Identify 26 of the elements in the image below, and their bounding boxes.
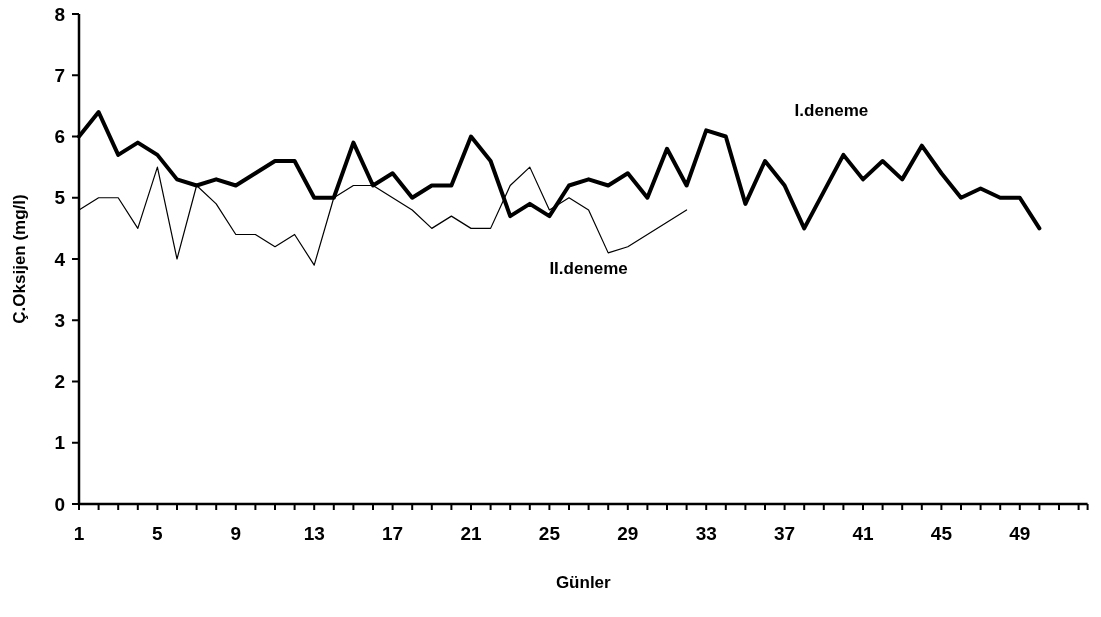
x-tick-label: 45	[930, 523, 953, 544]
y-tick-label: 8	[54, 3, 65, 25]
x-tick-label: 37	[774, 523, 796, 544]
y-tick-label: 6	[54, 126, 65, 148]
x-tick-label: 21	[460, 523, 482, 544]
y-tick-label: 1	[54, 432, 66, 454]
series-label: II.deneme	[549, 259, 628, 279]
text: I.deneme	[794, 101, 869, 121]
y-tick-label: 3	[54, 309, 65, 331]
y-tick-label: 5	[54, 187, 66, 209]
x-tick-label: 13	[303, 523, 325, 544]
x-tick-label: 49	[1009, 523, 1031, 544]
x-tick-label: 5	[152, 523, 164, 544]
y-axis-title: Ç.Oksijen (mg/l)	[10, 194, 29, 324]
y-tick-label: 4	[54, 248, 66, 270]
x-tick-label: 29	[617, 523, 639, 544]
y-tick-label: 2	[54, 371, 65, 393]
x-axis-title: Günler	[555, 573, 612, 592]
x-tick-label: 25	[538, 523, 561, 544]
x-tick-label: 41	[852, 523, 874, 544]
x-tick-label: 9	[230, 523, 242, 544]
y-tick-label: 7	[54, 64, 65, 86]
x-tick-label: 1	[73, 523, 85, 544]
x-tick-label: 17	[382, 523, 404, 544]
y-tick-label: 0	[54, 493, 65, 515]
x-tick-label: 33	[695, 523, 717, 544]
